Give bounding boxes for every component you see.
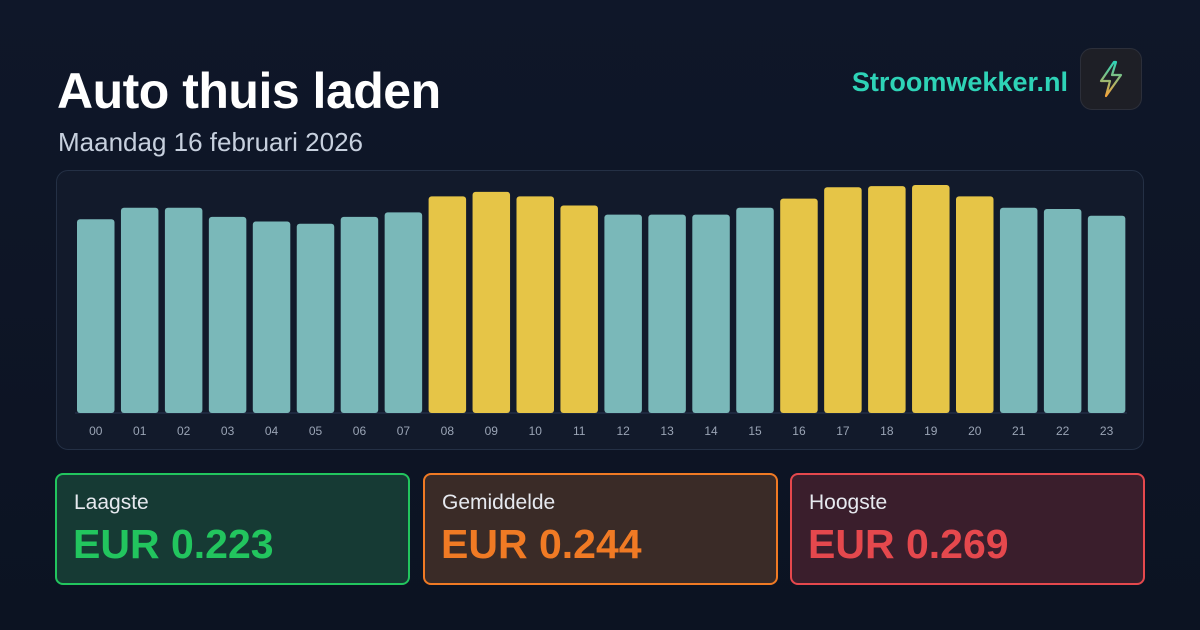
average-price-value: EUR 0.244 [441, 521, 642, 567]
price-bar-07 [384, 212, 423, 413]
x-tick-label-09: 09 [485, 424, 499, 438]
x-tick-label-15: 15 [748, 424, 762, 438]
price-bar-20 [956, 196, 994, 413]
average-price-card: Gemiddelde EUR 0.244 [423, 473, 778, 585]
x-tick-label-22: 22 [1056, 424, 1070, 438]
price-bar-22 [1043, 208, 1082, 413]
x-tick-label-14: 14 [704, 424, 718, 438]
x-tick-label-08: 08 [441, 424, 455, 438]
price-bar-14 [692, 214, 730, 413]
x-tick-label-19: 19 [924, 424, 938, 438]
price-bar-15 [736, 207, 774, 413]
price-bar-11 [560, 205, 598, 413]
price-bar-09 [472, 191, 511, 413]
x-tick-label-21: 21 [1012, 424, 1026, 438]
price-bar-18 [868, 186, 906, 413]
price-bar-04 [252, 221, 291, 413]
x-tick-label-01: 01 [133, 424, 147, 438]
price-bar-03 [208, 216, 247, 413]
price-bar-10 [516, 196, 554, 413]
x-tick-label-03: 03 [221, 424, 235, 438]
x-tick-label-12: 12 [616, 424, 630, 438]
price-bar-17 [824, 187, 862, 413]
highest-price-card: Hoogste EUR 0.269 [790, 473, 1145, 585]
x-tick-label-00: 00 [89, 424, 103, 438]
brand-name[interactable]: Stroomwekker.nl [851, 67, 1068, 97]
price-bar-13 [648, 214, 686, 413]
x-tick-label-07: 07 [397, 424, 411, 438]
hourly-price-bar-chart: 00 01 02 03 04 05 06 07 08 09 10 11 12 13 14 15 16 17 18 19… [75, 185, 1127, 438]
price-bar-01 [120, 207, 159, 413]
x-tick-label-13: 13 [660, 424, 674, 438]
price-bar-05 [296, 223, 335, 413]
lightning-bolt-icon [1099, 60, 1123, 98]
lowest-price-card: Laagste EUR 0.223 [55, 473, 410, 585]
price-bar-00 [77, 219, 115, 413]
price-bar-12 [604, 214, 642, 413]
x-tick-label-06: 06 [353, 424, 367, 438]
bars-group [77, 185, 1126, 413]
price-chart-panel: 00 01 02 03 04 05 06 07 08 09 10 11 12 13 14 15 16 17 18 19… [56, 170, 1144, 450]
x-tick-label-04: 04 [265, 424, 279, 438]
average-price-label: Gemiddelde [442, 491, 556, 514]
x-tick-label-16: 16 [792, 424, 806, 438]
x-tick-label-10: 10 [529, 424, 543, 438]
price-bar-06 [340, 216, 379, 413]
x-tick-label-20: 20 [968, 424, 982, 438]
price-bar-16 [780, 198, 818, 413]
x-tick-label-18: 18 [880, 424, 894, 438]
price-bar-02 [164, 207, 203, 413]
highest-price-value: EUR 0.269 [808, 521, 1009, 567]
price-bar-19 [912, 185, 950, 413]
x-tick-labels: 00 01 02 03 04 05 06 07 08 09 10 11 12 13 14 15 16 17 18 19… [89, 424, 1114, 438]
x-tick-label-11: 11 [573, 424, 586, 438]
x-tick-label-23: 23 [1100, 424, 1114, 438]
x-tick-label-05: 05 [309, 424, 323, 438]
page-subtitle-date: Maandag 16 februari 2026 [58, 127, 364, 157]
price-bar-08 [428, 196, 467, 413]
lowest-price-label: Laagste [74, 491, 149, 514]
price-bar-21 [999, 207, 1038, 413]
highest-price-label: Hoogste [809, 491, 888, 514]
price-bar-23 [1087, 215, 1126, 413]
page-title: Auto thuis laden [57, 63, 441, 119]
x-tick-label-02: 02 [177, 424, 191, 438]
brand-logo[interactable] [1080, 48, 1142, 110]
lowest-price-value: EUR 0.223 [73, 521, 274, 567]
x-tick-label-17: 17 [836, 424, 850, 438]
